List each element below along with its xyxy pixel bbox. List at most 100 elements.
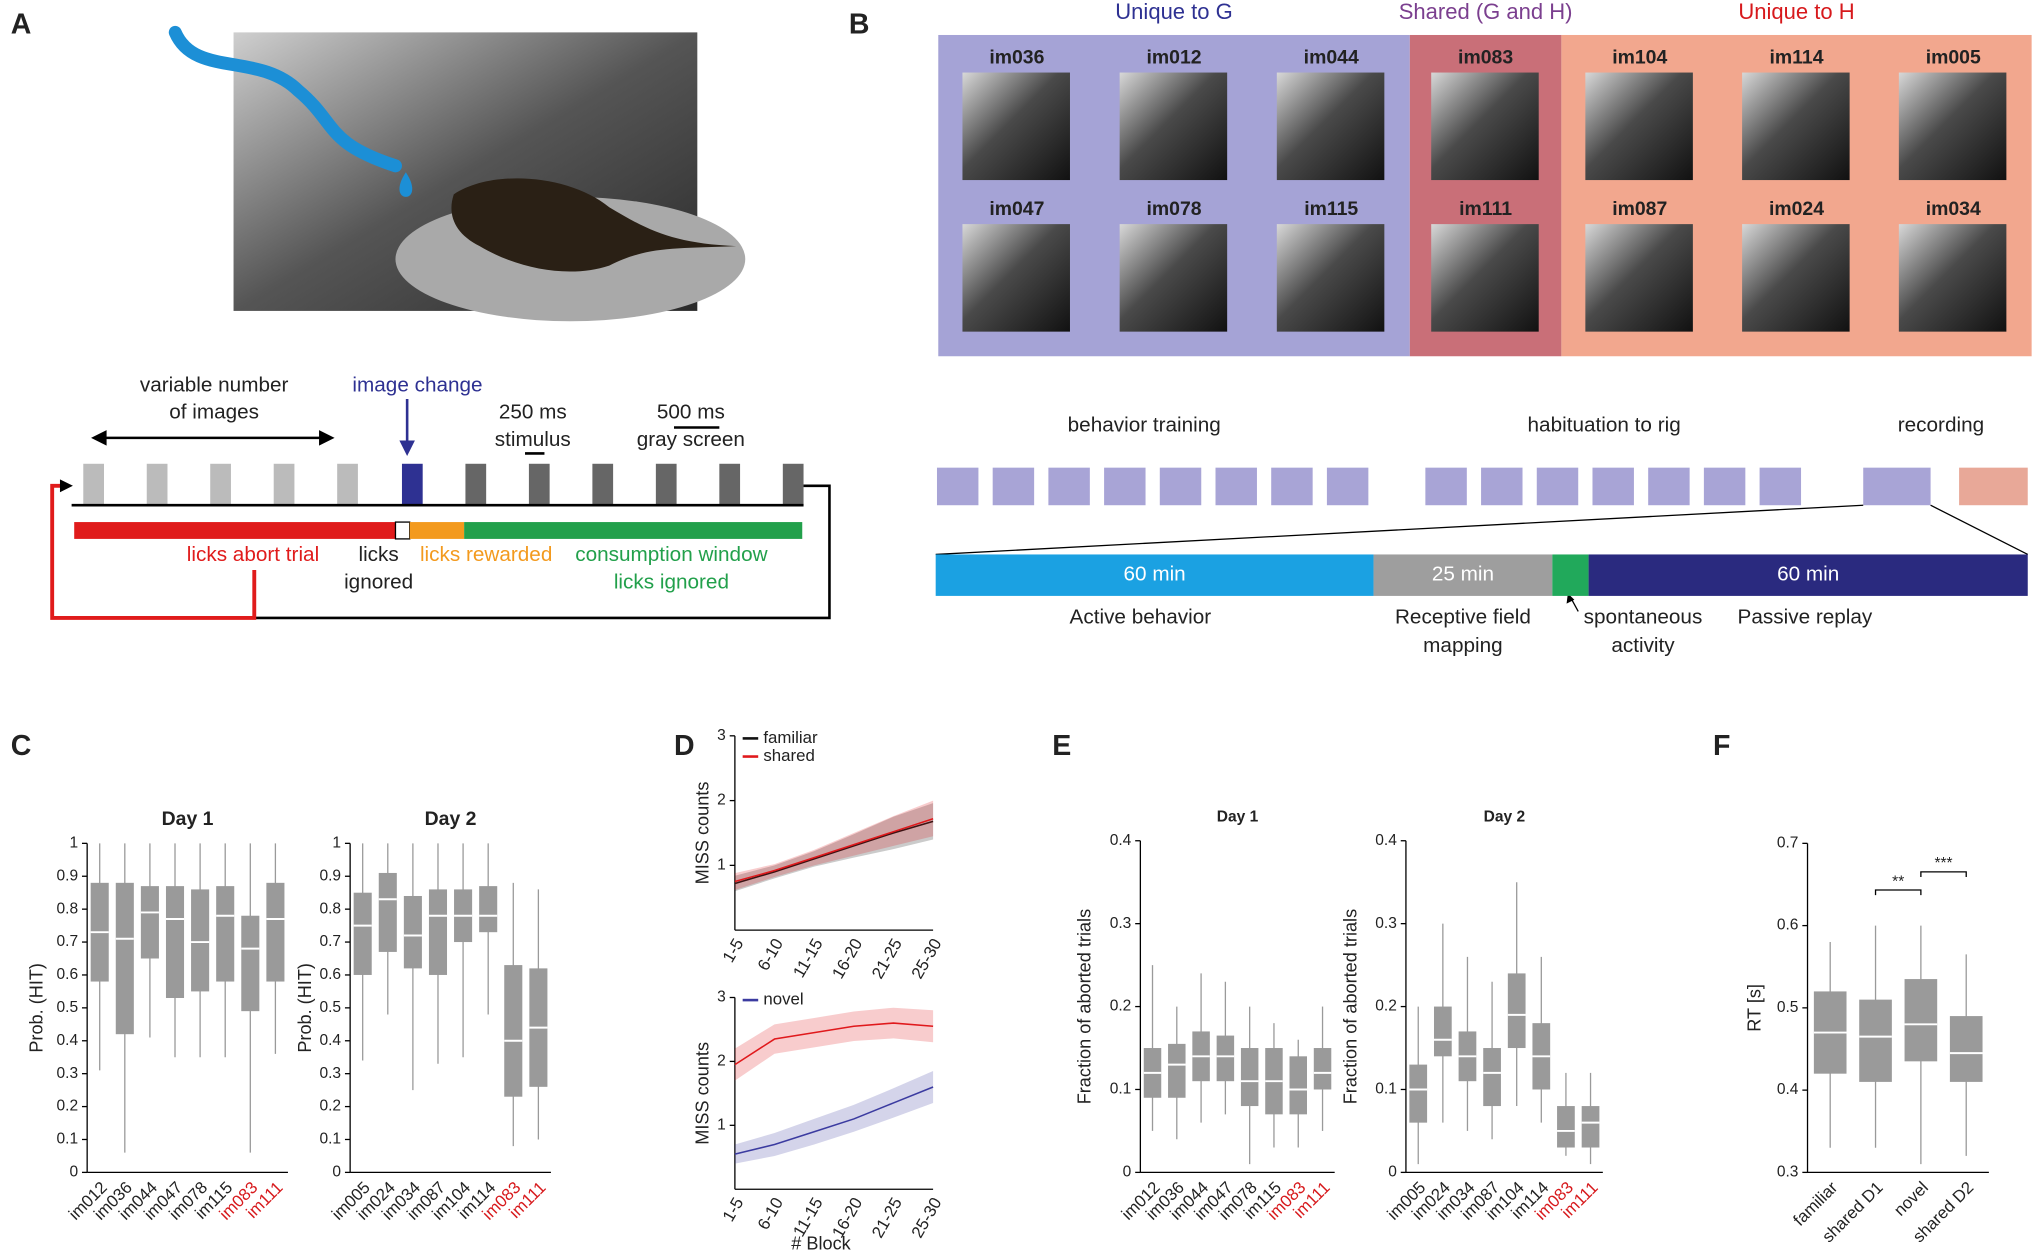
image-label: im087 bbox=[1612, 198, 1667, 220]
x-axis-label: # Block bbox=[791, 1234, 851, 1254]
y-tick-label: 3 bbox=[717, 727, 726, 744]
chart-title: Day 1 bbox=[162, 808, 214, 830]
y-tick-label: 0.3 bbox=[319, 1065, 341, 1082]
mouse bbox=[451, 178, 737, 272]
box bbox=[191, 889, 210, 992]
dark-flash bbox=[528, 463, 550, 506]
y-tick-label: 0.4 bbox=[56, 1032, 78, 1049]
image-label: im034 bbox=[1926, 198, 1981, 220]
y-axis-label: RT [s] bbox=[1745, 984, 1765, 1032]
dark-flash bbox=[719, 463, 741, 506]
y-tick-label: 0.8 bbox=[319, 900, 341, 917]
image-label: im005 bbox=[1926, 46, 1981, 68]
box bbox=[266, 882, 285, 982]
schedule-label: recording bbox=[1898, 414, 1984, 437]
panel-label: E bbox=[1052, 730, 1071, 762]
session-duration: 60 min bbox=[1777, 563, 1839, 586]
box bbox=[1507, 973, 1526, 1049]
y-tick-label: 0.6 bbox=[319, 966, 341, 983]
session-square bbox=[1425, 467, 1467, 506]
thumbnail bbox=[1276, 224, 1385, 332]
image-label: im114 bbox=[1770, 46, 1824, 68]
image-label: im024 bbox=[1769, 198, 1824, 220]
thumbnail bbox=[1585, 72, 1693, 181]
thumbnail bbox=[1431, 72, 1539, 181]
recording-square bbox=[1863, 467, 1931, 506]
session-square bbox=[1104, 467, 1146, 506]
window-label: licks rewarded bbox=[420, 543, 552, 566]
box bbox=[1240, 1048, 1259, 1107]
window-label: licks abort trial bbox=[187, 543, 319, 566]
gray-flash bbox=[210, 463, 231, 506]
box bbox=[1433, 1006, 1452, 1057]
y-tick-label: 0.2 bbox=[1375, 998, 1397, 1015]
window-label: consumption window bbox=[575, 543, 768, 566]
thumbnail bbox=[962, 224, 1070, 332]
session-square bbox=[1648, 467, 1690, 506]
box bbox=[479, 886, 498, 933]
image-label: im083 bbox=[1458, 46, 1513, 68]
image-label: im078 bbox=[1147, 198, 1202, 220]
session-square bbox=[1759, 467, 1802, 506]
abort-loop bbox=[50, 483, 257, 620]
reward-window bbox=[409, 522, 465, 539]
box bbox=[1409, 1064, 1428, 1123]
y-tick-label: 0.7 bbox=[56, 933, 78, 950]
session-duration: 25 min bbox=[1432, 563, 1494, 586]
y-tick-label: 0.1 bbox=[1110, 1081, 1132, 1098]
panel-label: F bbox=[1713, 730, 1730, 762]
timeline-label: stimulus bbox=[495, 428, 571, 451]
panel-label: D bbox=[674, 730, 695, 762]
thumbnail bbox=[1742, 224, 1850, 332]
y-axis-label: MISS counts bbox=[693, 782, 713, 885]
change-flash bbox=[401, 463, 423, 506]
box bbox=[378, 872, 397, 952]
timeline-label: gray screen bbox=[637, 428, 745, 451]
session-bar bbox=[1552, 554, 1589, 596]
dark-flash bbox=[782, 463, 804, 506]
y-tick-label: 3 bbox=[717, 989, 726, 1006]
y-tick-label: 1 bbox=[332, 834, 341, 851]
thumbnail bbox=[1898, 224, 2007, 332]
session-bar bbox=[935, 554, 1374, 596]
image-label: im115 bbox=[1304, 198, 1358, 220]
y-tick-label: 0.5 bbox=[1777, 999, 1799, 1016]
session-square bbox=[1326, 467, 1369, 506]
thumbnail bbox=[1585, 224, 1693, 332]
y-tick-label: 0.5 bbox=[56, 999, 78, 1016]
y-tick-label: 0.4 bbox=[319, 1032, 341, 1049]
y-tick-label: 0.9 bbox=[56, 867, 78, 884]
box bbox=[428, 889, 448, 975]
session-bar bbox=[1373, 554, 1553, 596]
gray-flash bbox=[337, 463, 358, 506]
line bbox=[734, 1086, 934, 1155]
y-tick-label: 0.1 bbox=[319, 1131, 341, 1148]
timeline-label: variable number bbox=[140, 374, 289, 397]
thumbnail bbox=[1742, 72, 1850, 181]
image-label: im012 bbox=[1147, 46, 1202, 68]
image-label: im104 bbox=[1612, 46, 1667, 68]
y-tick-label: 2 bbox=[717, 792, 726, 809]
y-tick-label: 0 bbox=[1123, 1163, 1132, 1180]
session-label: Passive replay bbox=[1738, 605, 1873, 628]
gray-flash bbox=[146, 463, 168, 506]
gray-flash bbox=[273, 463, 295, 506]
significance-label: ** bbox=[1892, 873, 1904, 890]
timeline-label: 500 ms bbox=[657, 401, 725, 424]
y-tick-label: 0.4 bbox=[1110, 832, 1132, 849]
box bbox=[115, 882, 134, 1035]
timeline-label: image change bbox=[352, 374, 482, 397]
y-tick-label: 0.1 bbox=[56, 1131, 78, 1148]
thumbnail bbox=[1431, 224, 1539, 332]
arrow-head bbox=[399, 440, 415, 456]
y-tick-label: 0.3 bbox=[1110, 915, 1132, 932]
box bbox=[1216, 1035, 1235, 1082]
y-tick-label: 0.2 bbox=[56, 1098, 78, 1115]
schedule-label: habituation to rig bbox=[1528, 414, 1681, 437]
y-tick-label: 1 bbox=[69, 834, 78, 851]
panel-label: A bbox=[11, 8, 32, 40]
chart-title: Day 1 bbox=[1217, 809, 1259, 826]
significance-bracket bbox=[1920, 871, 1967, 878]
y-tick-label: 0.2 bbox=[319, 1098, 341, 1115]
